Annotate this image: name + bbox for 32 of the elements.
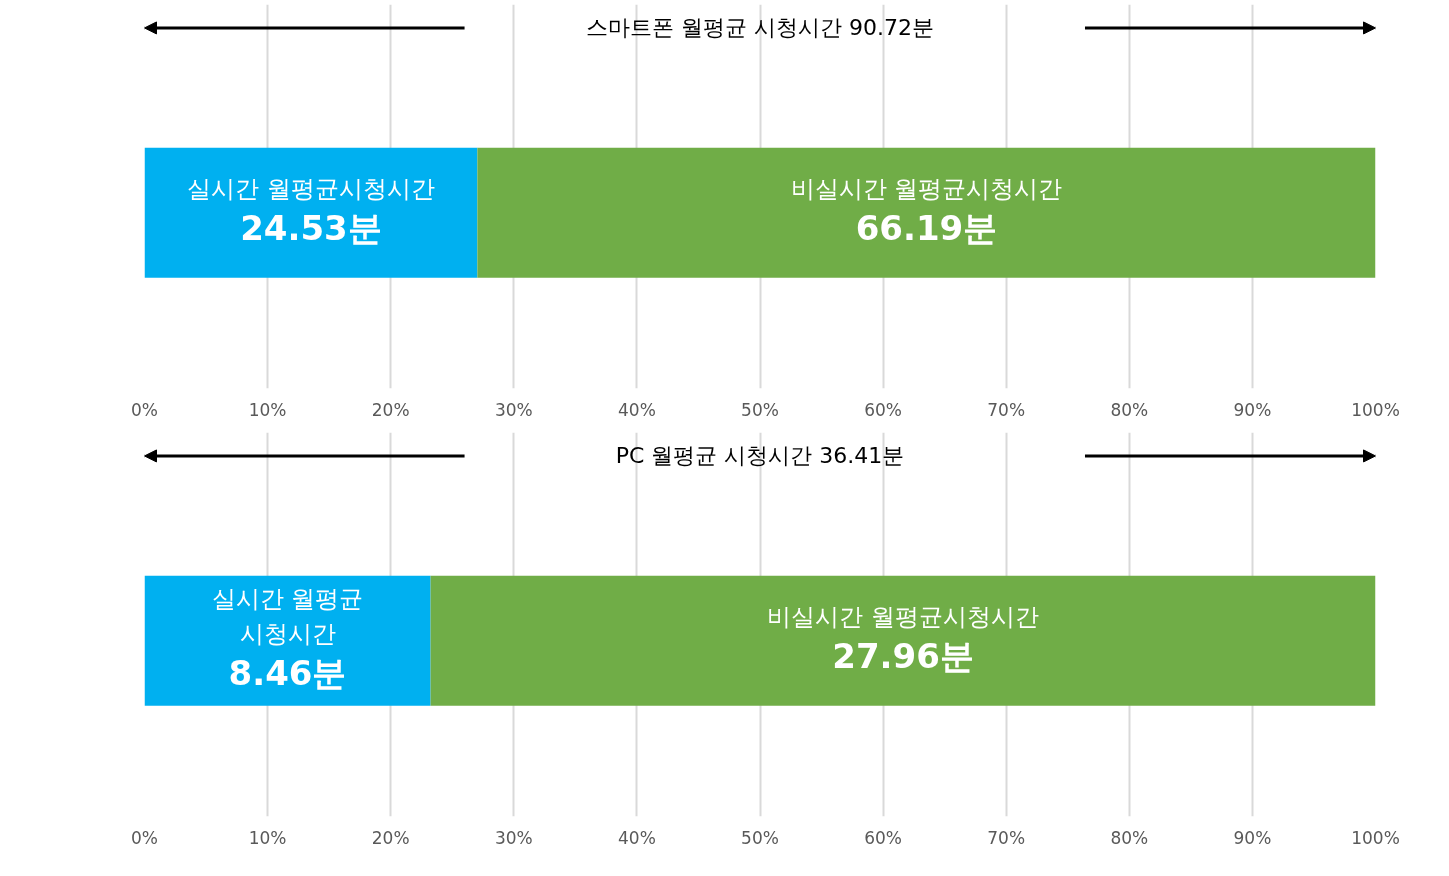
text: 스마트폰 월평균 시청시간 90.72분 (586, 15, 934, 41)
x-tick-label: 10% (248, 827, 287, 848)
x-tick-label: 90% (1233, 399, 1272, 420)
x-tick-label: 50% (741, 827, 779, 848)
x-tick-label: 10% (248, 399, 287, 420)
series-label: 실시간 월평균 시청시간 (211, 585, 364, 649)
x-tick-label: 30% (494, 399, 533, 420)
x-tick-label: 100% (1351, 827, 1400, 848)
series-label: 비실시간 월평균시청시간 (790, 174, 1063, 203)
annotation: 66.19분 (855, 207, 998, 248)
x-tick-label: 0% (131, 399, 158, 420)
x-tick-label: 70% (987, 399, 1026, 420)
annotation: 8.46분 (228, 653, 347, 694)
x-tick-label: 100% (1351, 399, 1400, 420)
x-tick-label: 60% (864, 399, 902, 420)
x-tick-label: 60% (864, 827, 902, 848)
series-label: 실시간 월평균시청시간 (187, 174, 435, 203)
x-tick-label: 20% (371, 399, 410, 420)
annotation: 24.53분 (240, 207, 382, 248)
x-tick-label: 0% (131, 827, 158, 848)
x-tick-label: 80% (1110, 399, 1149, 420)
annotation: 27.96분 (832, 635, 974, 676)
x-tick-label: 20% (371, 827, 410, 848)
x-tick-label: 40% (618, 399, 656, 420)
x-tick-label: 40% (618, 827, 656, 848)
x-tick-label: 50% (741, 399, 779, 420)
x-tick-label: 90% (1233, 827, 1272, 848)
series-label: 비실시간 월평균시청시간 (767, 602, 1039, 631)
x-tick-label: 30% (494, 827, 533, 848)
x-tick-label: 80% (1110, 827, 1149, 848)
x-tick-label: 70% (987, 827, 1026, 848)
text: PC 월평균 시청시간 36.41분 (615, 443, 905, 469)
